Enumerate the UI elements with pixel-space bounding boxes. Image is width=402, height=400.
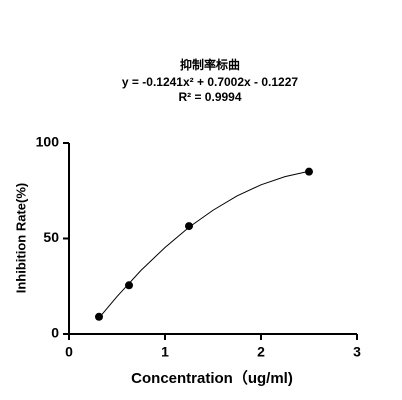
y-tick-label: 50 (43, 229, 59, 245)
data-point (125, 281, 133, 290)
x-axis-label: Concentration（ug/ml) (131, 369, 293, 387)
y-tick-label: 0 (51, 325, 59, 341)
x-tick-label: 0 (65, 344, 73, 360)
fit-curve (98, 170, 310, 319)
x-tick-label: 1 (161, 344, 169, 360)
y-tick-label: 100 (36, 134, 60, 150)
data-point (185, 222, 193, 231)
r-squared: R² = 0.9994 (178, 90, 241, 104)
x-tick-label: 2 (257, 344, 265, 360)
x-tick-label: 3 (353, 344, 361, 360)
y-axis-label: Inhibition Rate(%) (13, 183, 28, 294)
equation: y = -0.1241x² + 0.7002x - 0.1227 (122, 75, 298, 89)
chart-title: 抑制率标曲 (180, 57, 240, 72)
data-point (305, 167, 313, 176)
data-point (95, 312, 103, 321)
